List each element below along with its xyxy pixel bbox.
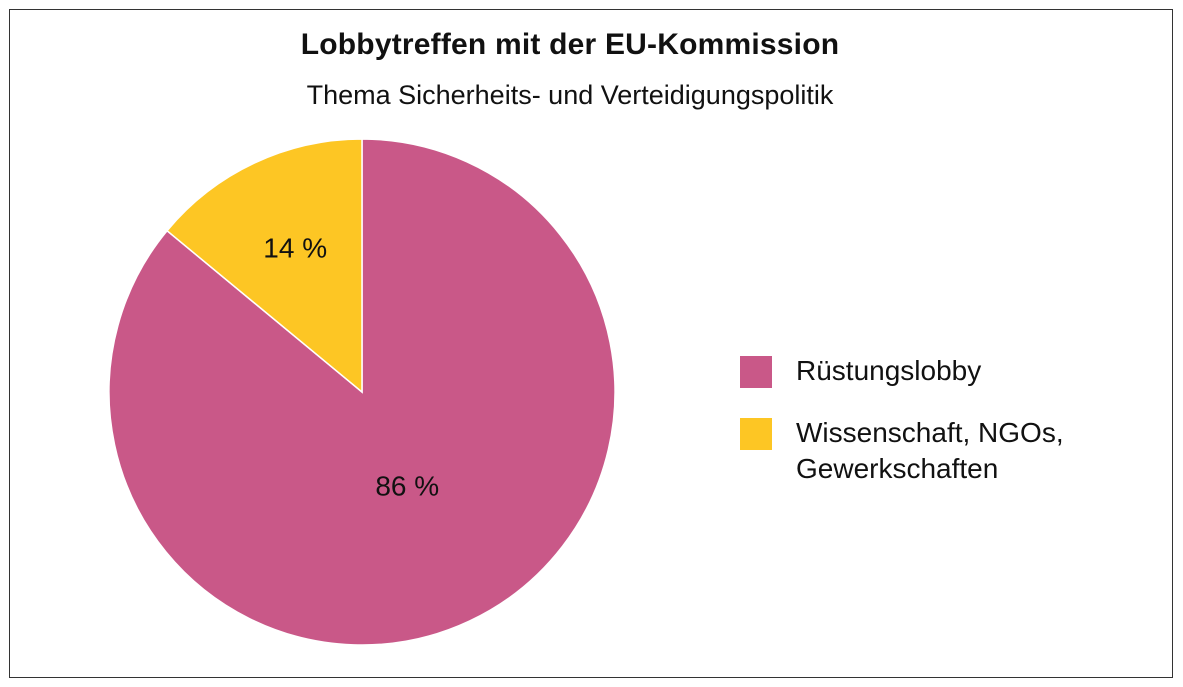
legend-swatch-wissenschaft-ngos [740,418,772,450]
chart-subtitle: Thema Sicherheits- und Verteidigungspoli… [306,80,834,110]
pie-label-ruestungslobby: 86 % [375,471,439,502]
pie-label-wissenschaft-ngos: 14 % [263,232,327,263]
legend-label-ruestungslobby: Rüstungslobby [796,355,982,386]
legend-swatch-ruestungslobby [740,356,772,388]
chart-legend: Rüstungslobby Wissenschaft, NGOs, Gewerk… [740,355,1126,515]
pie-slice-wissenschaft-ngos [166,138,363,394]
legend-item-ruestungslobby: Rüstungslobby [740,355,1126,389]
legend-label-wissenschaft-ngos: Wissenschaft, NGOs, Gewerkschaften [796,417,1064,484]
chart-title: Lobbytreffen mit der EU-Kommission [300,28,840,61]
legend-item-wissenschaft-ngos: Wissenschaft, NGOs, Gewerkschaften [740,417,1126,487]
